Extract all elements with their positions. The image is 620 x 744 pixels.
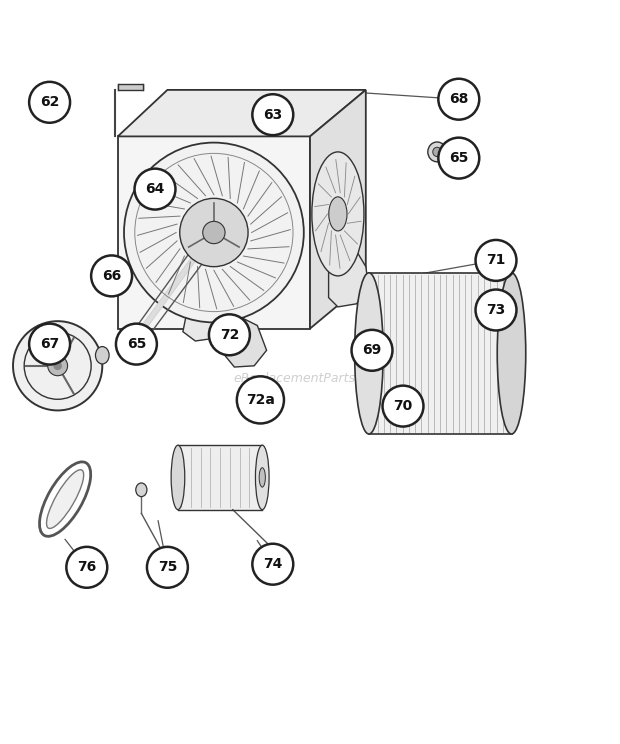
Text: 72: 72 [219,328,239,341]
Polygon shape [516,316,522,403]
Text: 67: 67 [40,337,60,351]
Text: 75: 75 [157,560,177,574]
Ellipse shape [130,344,137,356]
Circle shape [116,324,157,365]
Ellipse shape [433,147,441,156]
Circle shape [476,289,516,330]
Ellipse shape [124,338,143,362]
Polygon shape [118,136,310,329]
Ellipse shape [259,468,265,487]
Circle shape [252,94,293,135]
Bar [178,445,262,510]
Circle shape [66,547,107,588]
Text: 72a: 72a [246,393,275,407]
Text: 71: 71 [486,254,506,267]
Circle shape [438,138,479,179]
Circle shape [237,376,284,423]
Polygon shape [118,90,366,136]
Text: 65: 65 [449,151,469,165]
Ellipse shape [312,152,364,276]
Text: 65: 65 [126,337,146,351]
Ellipse shape [497,273,526,434]
Circle shape [53,362,62,370]
Text: 66: 66 [102,269,122,283]
Polygon shape [183,285,229,341]
Bar [369,273,512,434]
Text: 70: 70 [393,399,413,413]
Text: 74: 74 [263,557,283,571]
Text: 62: 62 [40,95,60,109]
Text: 64: 64 [145,182,165,196]
Circle shape [29,324,70,365]
Polygon shape [223,316,267,367]
Circle shape [29,82,70,123]
Text: eReplacementParts.com: eReplacementParts.com [234,372,386,385]
Circle shape [438,79,479,120]
Circle shape [180,199,248,266]
Circle shape [147,547,188,588]
Ellipse shape [329,197,347,231]
Ellipse shape [428,142,446,161]
Circle shape [252,544,293,585]
Ellipse shape [171,445,185,510]
Circle shape [124,143,304,322]
Text: 76: 76 [77,560,97,574]
Circle shape [13,321,102,411]
Ellipse shape [95,347,109,364]
Ellipse shape [46,469,84,528]
Ellipse shape [255,445,269,510]
Circle shape [476,240,516,280]
Text: 68: 68 [449,92,469,106]
Polygon shape [310,90,366,329]
Polygon shape [360,279,409,310]
Polygon shape [118,84,143,90]
Ellipse shape [355,273,383,434]
Circle shape [203,222,225,244]
Text: 69: 69 [362,343,382,357]
Text: 73: 73 [486,303,506,317]
Text: 63: 63 [263,108,283,122]
Circle shape [48,356,68,376]
Circle shape [383,385,423,426]
Circle shape [352,330,392,371]
Circle shape [91,255,132,296]
Polygon shape [329,248,369,307]
Circle shape [209,314,250,355]
Circle shape [135,169,175,210]
Ellipse shape [136,483,147,497]
